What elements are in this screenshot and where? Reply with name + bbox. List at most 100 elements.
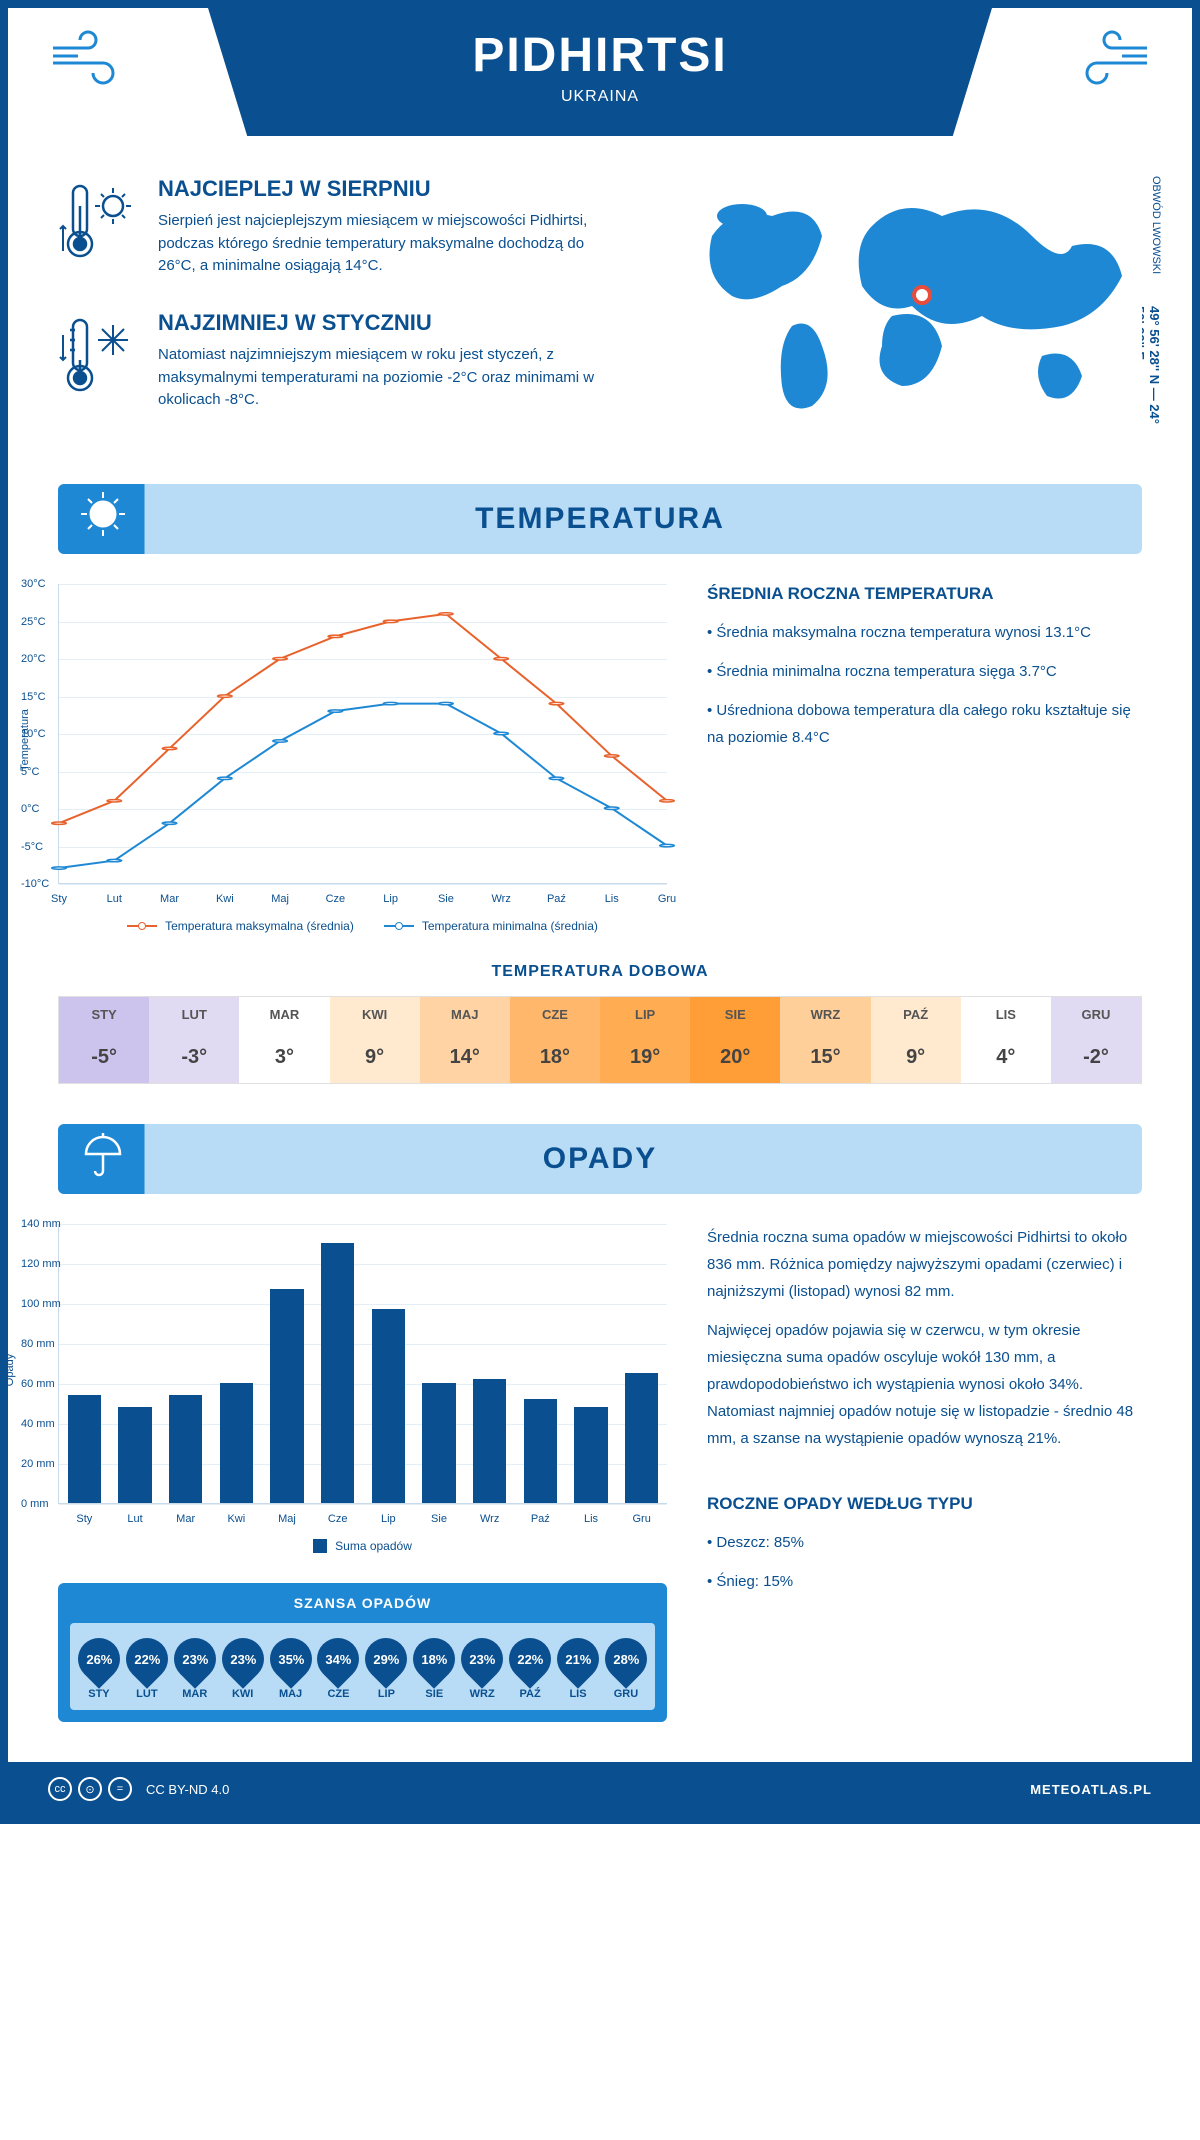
temp-cell-month: MAJ [420, 997, 510, 1032]
x-tick-label: Cze [328, 1513, 348, 1525]
drop-icon: 28% [596, 1629, 655, 1688]
precip-bar [422, 1383, 455, 1503]
x-tick-label: Sty [51, 893, 67, 905]
y-tick-label: 30°C [21, 578, 46, 590]
drop-icon: 23% [453, 1629, 512, 1688]
warmest-text: NAJCIEPLEJ W SIERPNIU Sierpień jest najc… [158, 176, 622, 280]
chance-drop-item: 26%STY [78, 1638, 120, 1700]
x-tick-label: Lip [383, 893, 398, 905]
precip-text-2: Najwięcej opadów pojawia się w czerwcu, … [707, 1317, 1142, 1452]
temp-cell-value: 9° [871, 1032, 961, 1083]
drop-value: 34% [325, 1652, 351, 1667]
drop-month: WRZ [461, 1688, 503, 1700]
drop-value: 22% [517, 1652, 543, 1667]
temperature-summary: ŚREDNIA ROCZNA TEMPERATURA • Średnia mak… [707, 584, 1142, 933]
header-wrap: PIDHIRTSI UKRAINA [8, 8, 1192, 136]
temp-table-cell: KWI9° [330, 997, 420, 1083]
warmest-title: NAJCIEPLEJ W SIERPNIU [158, 176, 622, 202]
precipitation-section: Opady 0 mm20 mm40 mm60 mm80 mm100 mm120 … [58, 1224, 1142, 1722]
temp-cell-month: LUT [149, 997, 239, 1032]
y-tick-label: 140 mm [21, 1218, 61, 1230]
legend-label: Temperatura minimalna (średnia) [422, 919, 598, 933]
y-tick-label: 0°C [21, 803, 39, 815]
precip-bar [524, 1399, 557, 1503]
x-tick-label: Cze [326, 893, 346, 905]
content: NAJCIEPLEJ W SIERPNIU Sierpień jest najc… [8, 136, 1192, 1762]
nd-icon: = [108, 1777, 132, 1801]
temperature-legend: Temperatura maksymalna (średnia) Temperat… [58, 919, 667, 933]
x-tick-label: Lut [107, 893, 122, 905]
chance-drop-item: 23%WRZ [461, 1638, 503, 1700]
temp-table-cell: PAŹ9° [871, 997, 961, 1083]
legend-item: Temperatura maksymalna (średnia) [127, 919, 354, 933]
drop-value: 18% [421, 1652, 447, 1667]
drop-month: PAŹ [509, 1688, 551, 1700]
temp-table-cell: MAR3° [239, 997, 329, 1083]
drop-value: 23% [230, 1652, 256, 1667]
x-tick-label: Gru [658, 893, 676, 905]
drop-month: MAJ [270, 1688, 312, 1700]
drop-month: GRU [605, 1688, 647, 1700]
thermometer-cold-icon [58, 310, 138, 414]
temp-table-cell: STY-5° [59, 997, 149, 1083]
legend-line-icon [127, 925, 157, 927]
drop-icon: 34% [309, 1629, 368, 1688]
y-tick-label: 25°C [21, 616, 46, 628]
precipitation-header-label: OPADY [543, 1142, 657, 1175]
precipitation-header: OPADY [58, 1124, 1142, 1194]
legend-swatch [313, 1539, 327, 1553]
temp-table-cell: LIP19° [600, 997, 690, 1083]
x-tick-label: Sie [431, 1513, 447, 1525]
temperature-chart: Temperatura -10°C-5°C0°C5°C10°C15°C20°C2… [58, 584, 667, 933]
precip-bar [118, 1407, 151, 1503]
temp-cell-month: LIP [600, 997, 690, 1032]
x-tick-label: Kwi [227, 1513, 245, 1525]
drop-value: 22% [134, 1652, 160, 1667]
temp-cell-value: -3° [149, 1032, 239, 1083]
drop-month: CZE [317, 1688, 359, 1700]
chance-drop-item: 34% CZE [317, 1638, 359, 1700]
x-tick-label: Gru [632, 1513, 650, 1525]
precip-bar [625, 1373, 658, 1503]
y-tick-label: 120 mm [21, 1258, 61, 1270]
y-tick-label: 80 mm [21, 1338, 55, 1350]
coldest-title: NAJZIMNIEJ W STYCZNIU [158, 310, 622, 336]
x-tick-label: Sie [438, 893, 454, 905]
drop-value: 29% [373, 1652, 399, 1667]
drop-value: 28% [613, 1652, 639, 1667]
wind-icon [48, 28, 128, 100]
drop-month: MAR [174, 1688, 216, 1700]
region-label: OBWÓD LWOWSKI [1150, 176, 1162, 274]
summary-line: • Średnia minimalna roczna temperatura s… [707, 658, 1142, 685]
drop-value: 23% [182, 1652, 208, 1667]
bytype-line: • Deszcz: 85% [707, 1529, 1142, 1556]
chance-drop-item: 22% PAŹ [509, 1638, 551, 1700]
chance-drop-item: 35%MAJ [270, 1638, 312, 1700]
chance-drop-item: 28% GRU [605, 1638, 647, 1700]
drop-icon: 21% [548, 1629, 607, 1688]
coldest-block: NAJZIMNIEJ W STYCZNIU Natomiast najzimni… [58, 310, 622, 414]
map-column: OBWÓD LWOWSKI 49° 56' 28'' N — 24° 59' 2… [662, 176, 1142, 444]
precip-text-1: Średnia roczna suma opadów w miejscowośc… [707, 1224, 1142, 1305]
legend-label: Temperatura maksymalna (średnia) [165, 919, 354, 933]
warmest-block: NAJCIEPLEJ W SIERPNIU Sierpień jest najc… [58, 176, 622, 280]
y-tick-label: -5°C [21, 841, 43, 853]
page-subtitle: UKRAINA [208, 88, 992, 106]
temp-cell-value: 14° [420, 1032, 510, 1083]
x-tick-label: Mar [176, 1513, 195, 1525]
temp-cell-value: -5° [59, 1032, 149, 1083]
thermometer-hot-icon [58, 176, 138, 280]
drop-icon: 22% [117, 1629, 176, 1688]
coldest-text: NAJZIMNIEJ W STYCZNIU Natomiast najzimni… [158, 310, 622, 414]
temp-cell-value: 19° [600, 1032, 690, 1083]
temp-cell-month: KWI [330, 997, 420, 1032]
x-tick-label: Wrz [480, 1513, 499, 1525]
precip-legend-label: Suma opadów [335, 1539, 412, 1553]
temp-table-cell: MAJ14° [420, 997, 510, 1083]
legend-line-icon [384, 925, 414, 927]
precip-bar [169, 1395, 202, 1503]
temp-table-cell: LIS4° [961, 997, 1051, 1083]
temp-cell-month: CZE [510, 997, 600, 1032]
precip-bar [68, 1395, 101, 1503]
temp-cell-month: MAR [239, 997, 329, 1032]
